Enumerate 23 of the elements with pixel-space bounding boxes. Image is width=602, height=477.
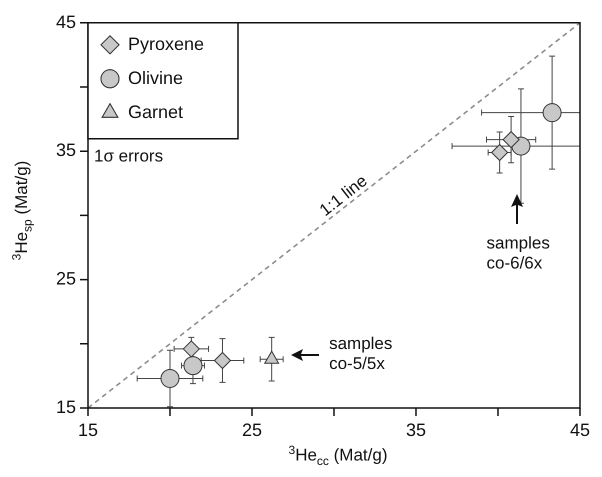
annotation: samples co-5/5x xyxy=(329,334,392,373)
y-tick-label: 45 xyxy=(56,12,76,32)
annotation: 1:1 line xyxy=(316,171,371,220)
point xyxy=(182,340,200,358)
annotation: samples co-6/6x xyxy=(486,234,550,273)
point xyxy=(214,352,231,369)
y-tick-label: 25 xyxy=(56,268,76,289)
y-tick-label: 15 xyxy=(56,396,76,417)
x-axis-title: $^{3}$He$_{cc}$ (Mat/g) xyxy=(288,443,388,468)
annotation: 1σ errors xyxy=(94,146,164,166)
point xyxy=(160,368,180,388)
legend-label: Garnet xyxy=(128,102,184,122)
point xyxy=(491,144,508,161)
x-tick-label: 25 xyxy=(242,420,262,440)
point xyxy=(542,103,562,122)
point xyxy=(502,131,520,148)
legend-label: Olivine xyxy=(128,68,184,88)
y-tick-label: 35 xyxy=(56,140,76,160)
x-tick-label: 15 xyxy=(78,420,98,440)
x-tick-label: 35 xyxy=(406,420,426,440)
legend-label: Pyroxene xyxy=(128,34,204,54)
x-tick-label: 45 xyxy=(570,420,590,440)
point xyxy=(183,356,202,376)
